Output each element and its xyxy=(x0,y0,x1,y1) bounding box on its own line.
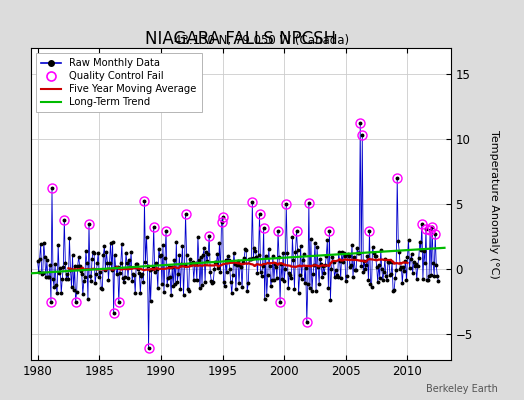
Legend: Raw Monthly Data, Quality Control Fail, Five Year Moving Average, Long-Term Tren: Raw Monthly Data, Quality Control Fail, … xyxy=(37,53,202,112)
Text: Berkeley Earth: Berkeley Earth xyxy=(426,384,498,394)
Title: NIAGARA FALLS NPCSH: NIAGARA FALLS NPCSH xyxy=(146,30,336,48)
Y-axis label: Temperature Anomaly (°C): Temperature Anomaly (°C) xyxy=(489,130,499,278)
Text: 43.130 N, 79.050 W (Canada): 43.130 N, 79.050 W (Canada) xyxy=(174,34,350,47)
